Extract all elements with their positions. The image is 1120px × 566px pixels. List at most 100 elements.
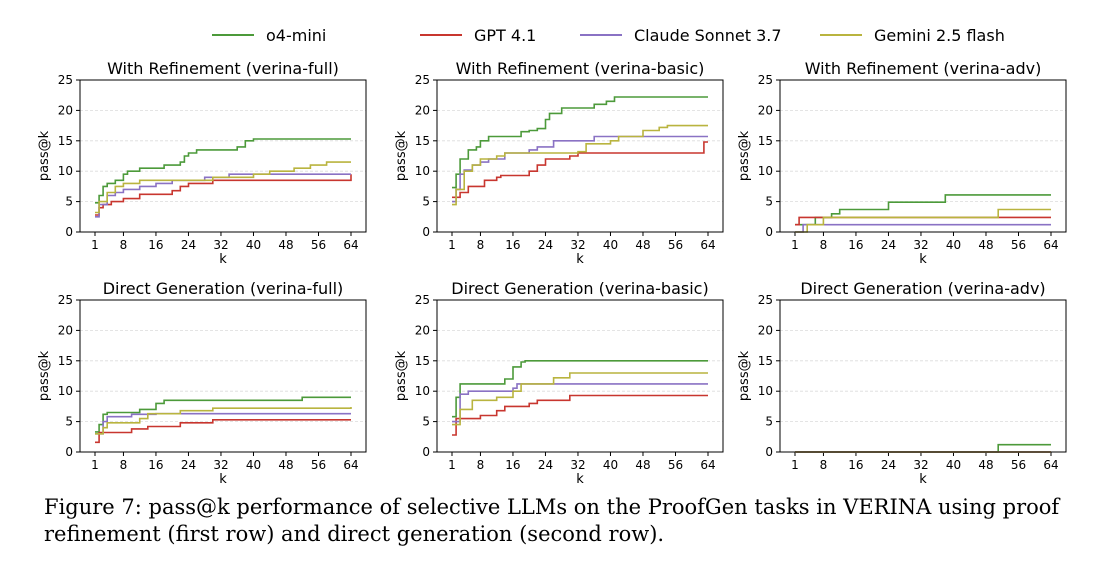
y-axis-label: pass@k xyxy=(394,130,409,181)
y-axis-label: pass@k xyxy=(737,350,752,401)
caption-label: Figure 7: xyxy=(44,495,149,519)
x-tick-label: 48 xyxy=(978,238,993,252)
series-line-gpt-4-1 xyxy=(795,216,1051,226)
series-line-gemini-2-5-flash xyxy=(95,407,352,435)
x-axis-label: k xyxy=(576,252,584,267)
x-tick-label: 1 xyxy=(791,238,799,252)
y-tick-label: 25 xyxy=(415,293,430,307)
x-tick-label: 64 xyxy=(700,238,715,252)
x-tick-label: 8 xyxy=(820,238,828,252)
series-line-gpt-4-1 xyxy=(452,394,708,436)
series-line-o4-mini xyxy=(452,360,708,418)
series-line-gemini-2-5-flash xyxy=(452,124,708,206)
y-tick-label: 0 xyxy=(422,225,430,239)
y-tick-label: 20 xyxy=(58,103,73,117)
x-tick-label: 48 xyxy=(978,458,993,472)
y-tick-label: 25 xyxy=(58,293,73,307)
subplot: Direct Generation (verina-basic) 0 5 10 15 20… xyxy=(394,279,724,487)
plot-frame xyxy=(436,79,724,233)
y-axis-label: pass@k xyxy=(737,130,752,181)
series-line-claude-sonnet-3-7 xyxy=(452,135,708,203)
legend-entry: o4-mini xyxy=(212,26,326,45)
series-line-o4-mini xyxy=(452,96,708,189)
legend-entry: GPT 4.1 xyxy=(420,26,536,45)
x-tick-label: 1 xyxy=(91,238,99,252)
y-tick-label: 10 xyxy=(758,384,773,398)
subplot-title: Direct Generation (verina-adv) xyxy=(800,279,1045,298)
series-line-o4-mini xyxy=(795,194,1051,226)
legend-label: GPT 4.1 xyxy=(474,26,536,45)
y-tick-label: 15 xyxy=(415,354,430,368)
subplot-grid: With Refinement (verina-full)05101520251… xyxy=(37,59,1067,487)
x-tick-label: 48 xyxy=(635,458,650,472)
x-tick-label: 16 xyxy=(505,458,520,472)
x-tick-label: 1 xyxy=(91,458,99,472)
legend-label: Claude Sonnet 3.7 xyxy=(634,26,782,45)
y-tick-label: 5 xyxy=(765,415,773,429)
y-tick-label: 5 xyxy=(765,195,773,209)
y-tick-label: 15 xyxy=(58,134,73,148)
x-tick-label: 16 xyxy=(848,458,863,472)
plot-frame xyxy=(79,299,367,453)
series-line-claude-sonnet-3-7 xyxy=(452,383,708,423)
y-tick-label: 20 xyxy=(415,323,430,337)
x-tick-label: 32 xyxy=(570,238,585,252)
y-tick-label: 15 xyxy=(758,134,773,148)
plot-frame xyxy=(779,79,1067,233)
y-tick-label: 10 xyxy=(758,164,773,178)
x-tick-label: 24 xyxy=(181,458,196,472)
y-tick-label: 0 xyxy=(65,225,73,239)
x-tick-label: 40 xyxy=(603,458,618,472)
y-axis-label: pass@k xyxy=(37,350,52,401)
subplot-title: Direct Generation (verina-full) xyxy=(103,279,344,298)
x-tick-label: 24 xyxy=(538,458,553,472)
y-axis-label: pass@k xyxy=(394,350,409,401)
legend-entry: Claude Sonnet 3.7 xyxy=(580,26,782,45)
x-axis-label: k xyxy=(919,252,927,267)
x-tick-label: 56 xyxy=(668,458,683,472)
y-tick-label: 10 xyxy=(415,164,430,178)
subplot: Direct Generation (verina-full) 0 5 10 15 20 2… xyxy=(37,279,367,487)
x-tick-label: 64 xyxy=(343,238,358,252)
subplot: With Refinement (verina-basic) 0 5 10 15 20 25… xyxy=(394,59,724,267)
series-line-o4-mini xyxy=(795,443,1051,453)
subplot-title: With Refinement (verina-adv) xyxy=(805,59,1042,78)
x-tick-label: 8 xyxy=(820,458,828,472)
subplot-title: Direct Generation (verina-basic) xyxy=(451,279,708,298)
subplot: With Refinement (verina-full) 0 5 10 15 20 25 1… xyxy=(37,59,367,267)
y-tick-label: 5 xyxy=(422,195,430,209)
y-tick-label: 15 xyxy=(58,354,73,368)
x-tick-label: 64 xyxy=(700,458,715,472)
figure-caption: Figure 7: pass@k performance of selectiv… xyxy=(44,494,1104,548)
x-tick-label: 16 xyxy=(148,238,163,252)
legend-entry: Gemini 2.5 flash xyxy=(820,26,1005,45)
subplot: With Refinement (verina-adv) 0 5 10 15 20 25 1 8… xyxy=(737,59,1067,267)
x-axis-label: k xyxy=(919,472,927,487)
x-tick-label: 64 xyxy=(343,458,358,472)
x-tick-label: 32 xyxy=(570,458,585,472)
legend: o4-mini GPT 4.1 Claude Sonnet 3.7 Gemini 2.… xyxy=(212,26,1005,45)
y-tick-label: 10 xyxy=(58,164,73,178)
x-tick-label: 56 xyxy=(1011,238,1026,252)
x-tick-label: 40 xyxy=(603,238,618,252)
series-line-gemini-2-5-flash xyxy=(452,372,708,426)
y-tick-label: 25 xyxy=(758,293,773,307)
plot-frame xyxy=(436,299,724,453)
series-line-claude-sonnet-3-7 xyxy=(95,412,351,435)
x-tick-label: 40 xyxy=(246,238,261,252)
x-axis-label: k xyxy=(219,252,227,267)
x-tick-label: 24 xyxy=(538,238,553,252)
x-tick-label: 32 xyxy=(213,238,228,252)
x-tick-label: 32 xyxy=(913,458,928,472)
figure-canvas: o4-mini GPT 4.1 Claude Sonnet 3.7 Gemini 2.… xyxy=(37,26,1067,487)
x-tick-label: 40 xyxy=(246,458,261,472)
x-tick-label: 40 xyxy=(946,238,961,252)
x-tick-label: 56 xyxy=(311,458,326,472)
x-tick-label: 48 xyxy=(635,238,650,252)
x-tick-label: 32 xyxy=(213,458,228,472)
y-tick-label: 25 xyxy=(58,73,73,87)
x-tick-label: 56 xyxy=(311,238,326,252)
series-line-gemini-2-5-flash xyxy=(795,208,1051,233)
y-tick-label: 15 xyxy=(415,134,430,148)
legend-label: o4-mini xyxy=(266,26,326,45)
